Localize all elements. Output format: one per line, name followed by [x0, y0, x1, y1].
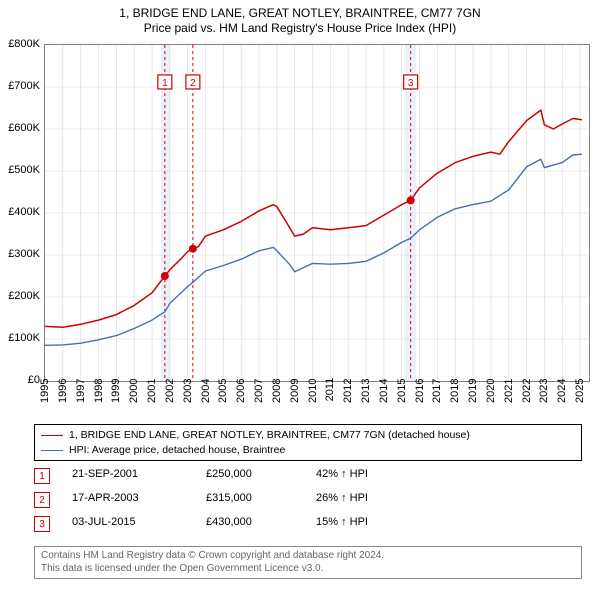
x-tick-label: 2022	[525, 354, 537, 384]
transaction-date: 17-APR-2003	[72, 492, 139, 504]
svg-text:2: 2	[190, 78, 196, 89]
legend-swatch	[41, 435, 63, 436]
footer-line2: This data is licensed under the Open Gov…	[41, 563, 575, 576]
svg-text:1: 1	[162, 78, 168, 89]
x-tick-label: 2003	[186, 354, 198, 384]
x-tick-label: 2002	[168, 354, 180, 384]
x-tick-label: 2001	[150, 354, 162, 384]
footer-attribution: Contains HM Land Registry data © Crown c…	[34, 546, 582, 579]
x-tick-label: 2004	[204, 354, 216, 384]
x-tick-label: 1996	[61, 354, 73, 384]
x-tick-label: 2014	[382, 354, 394, 384]
x-tick-label: 2013	[364, 354, 376, 384]
x-tick-label: 2020	[489, 354, 501, 384]
legend-label: 1, BRIDGE END LANE, GREAT NOTLEY, BRAINT…	[69, 428, 470, 443]
x-tick-label: 2010	[311, 354, 323, 384]
y-tick-label: £400K	[2, 206, 40, 218]
footer-line1: Contains HM Land Registry data © Crown c…	[41, 550, 575, 563]
title-subtitle: Price paid vs. HM Land Registry's House …	[0, 21, 600, 35]
legend-label: HPI: Average price, detached house, Brai…	[69, 443, 285, 458]
x-tick-label: 2021	[507, 354, 519, 384]
transaction-marker-box: 2	[34, 492, 50, 508]
transaction-price: £430,000	[206, 516, 252, 528]
x-tick-label: 2017	[435, 354, 447, 384]
x-tick-label: 2024	[560, 354, 572, 384]
x-tick-label: 2023	[542, 354, 554, 384]
x-tick-label: 1998	[97, 354, 109, 384]
plot-area: 1 2 3	[44, 44, 590, 382]
x-tick-label: 2000	[132, 354, 144, 384]
y-tick-label: £600K	[2, 122, 40, 134]
transaction-diff: 42% ↑ HPI	[316, 468, 368, 480]
transaction-marker-box: 3	[34, 516, 50, 532]
transaction-date: 21-SEP-2001	[72, 468, 138, 480]
transaction-date: 03-JUL-2015	[72, 516, 136, 528]
x-tick-label: 2009	[293, 354, 305, 384]
transaction-price: £315,000	[206, 492, 252, 504]
x-tick-label: 2011	[328, 354, 340, 384]
x-tick-label: 1995	[43, 354, 55, 384]
x-tick-label: 2019	[471, 354, 483, 384]
svg-text:3: 3	[408, 78, 414, 89]
y-tick-label: £500K	[2, 164, 40, 176]
title-block: 1, BRIDGE END LANE, GREAT NOTLEY, BRAINT…	[0, 0, 600, 35]
legend: 1, BRIDGE END LANE, GREAT NOTLEY, BRAINT…	[34, 424, 582, 461]
x-tick-label: 2005	[221, 354, 233, 384]
y-tick-label: £0	[2, 374, 40, 386]
transaction-row: 3	[34, 516, 68, 532]
x-tick-label: 2016	[418, 354, 430, 384]
transaction-marker-box: 1	[34, 468, 50, 484]
plot-svg: 1 2 3	[45, 45, 589, 381]
chart-container: { "title_line1": "1, BRIDGE END LANE, GR…	[0, 0, 600, 590]
x-tick-label: 2008	[275, 354, 287, 384]
transaction-price: £250,000	[206, 468, 252, 480]
legend-swatch	[41, 450, 63, 451]
y-tick-label: £800K	[2, 38, 40, 50]
x-tick-label: 2018	[453, 354, 465, 384]
transaction-row: 1	[34, 468, 68, 484]
x-tick-label: 2007	[257, 354, 269, 384]
x-tick-label: 2025	[578, 354, 590, 384]
y-tick-label: £700K	[2, 80, 40, 92]
legend-item: HPI: Average price, detached house, Brai…	[41, 443, 575, 458]
y-tick-label: £300K	[2, 248, 40, 260]
y-tick-label: £200K	[2, 290, 40, 302]
transaction-diff: 26% ↑ HPI	[316, 492, 368, 504]
x-tick-label: 2012	[346, 354, 358, 384]
x-tick-label: 2006	[239, 354, 251, 384]
transaction-diff: 15% ↑ HPI	[316, 516, 368, 528]
x-tick-label: 1997	[79, 354, 91, 384]
x-tick-label: 1999	[114, 354, 126, 384]
x-tick-label: 2015	[400, 354, 412, 384]
y-tick-label: £100K	[2, 332, 40, 344]
transaction-row: 2	[34, 492, 68, 508]
title-address: 1, BRIDGE END LANE, GREAT NOTLEY, BRAINT…	[0, 6, 600, 20]
legend-item: 1, BRIDGE END LANE, GREAT NOTLEY, BRAINT…	[41, 428, 575, 443]
